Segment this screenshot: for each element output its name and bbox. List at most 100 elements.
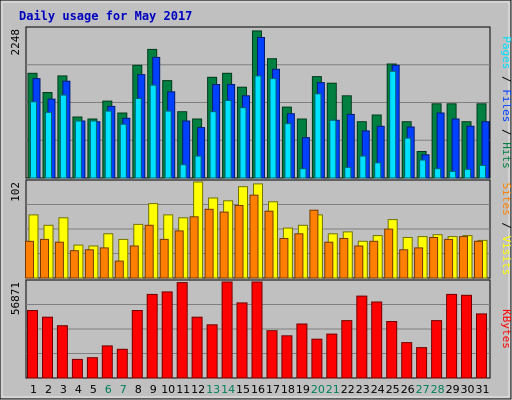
x-tick-label-day-30: 30 (461, 383, 475, 396)
x-tick-label-day-28: 28 (431, 383, 445, 396)
bar-pages-day-4 (74, 120, 82, 179)
bar-kbytes-day-9 (146, 293, 158, 379)
x-tick-label-day-27: 27 (416, 383, 430, 396)
bar-pages-day-25 (389, 70, 397, 179)
bar-sites-day-8 (129, 245, 139, 279)
panel-traffic: 2248 Pages / Files / Hits (9, 26, 512, 179)
bar-pages-day-17 (269, 78, 277, 179)
bar-sites-day-7 (114, 260, 124, 279)
x-tick-label-day-26: 26 (401, 383, 415, 396)
y-max-label: 56871 (9, 282, 22, 315)
x-tick-label-day-4: 4 (75, 383, 82, 396)
bar-kbytes-day-10 (161, 291, 173, 379)
x-tick-label-day-1: 1 (30, 383, 37, 396)
bar-pages-day-18 (284, 123, 292, 179)
bar-kbytes-day-21 (326, 333, 338, 379)
bar-sites-day-5 (84, 249, 94, 279)
bar-sites-day-28 (429, 237, 439, 279)
x-tick-label-day-17: 17 (266, 383, 280, 396)
bar-sites-day-9 (144, 224, 154, 279)
bar-kbytes-day-26 (401, 342, 413, 379)
bar-kbytes-day-27 (416, 347, 428, 379)
x-tick-label-day-21: 21 (326, 383, 340, 396)
bar-kbytes-day-11 (176, 282, 188, 379)
bar-pages-day-7 (119, 123, 127, 179)
panel-visitors: 102 Sites / Visits (9, 179, 512, 279)
x-tick-label-day-2: 2 (45, 383, 52, 396)
bar-sites-day-14 (219, 211, 229, 279)
bar-pages-day-23 (359, 155, 367, 179)
bar-sites-day-16 (249, 194, 259, 279)
x-tick-label-day-12: 12 (191, 383, 205, 396)
legend-entry: Visits (500, 236, 512, 276)
bar-kbytes-day-1 (27, 310, 38, 379)
bar-pages-day-12 (194, 155, 202, 179)
bar-kbytes-day-23 (356, 295, 368, 379)
bar-sites-day-30 (459, 236, 468, 279)
x-axis-labels: 1 2 3 4 5 6 7 8 9 10 11 12 13 14 15 16 17 18 19 20 21 22 23 24 2… (30, 383, 490, 396)
x-tick-label-day-19: 19 (296, 383, 310, 396)
bar-pages-day-26 (404, 137, 412, 179)
y-max-label: 102 (9, 182, 22, 202)
bar-sites-day-23 (354, 245, 364, 279)
bar-kbytes-day-12 (191, 316, 203, 379)
bar-pages-day-11 (179, 164, 187, 179)
legend-traffic: Pages / Files / Hits (500, 36, 512, 169)
legend-entry: Hits (500, 142, 512, 169)
bar-sites-day-11 (174, 230, 184, 279)
legend-entry: Sites (500, 183, 512, 216)
bar-kbytes-day-22 (341, 320, 353, 379)
bar-kbytes-day-5 (86, 357, 98, 379)
bar-kbytes-day-6 (101, 345, 113, 379)
bar-kbytes-day-24 (371, 301, 383, 379)
bar-pages-day-9 (149, 84, 157, 179)
bar-kbytes-day-14 (221, 281, 233, 379)
bar-kbytes-day-4 (71, 358, 83, 379)
bar-pages-day-19 (299, 168, 307, 179)
bar-pages-day-5 (89, 120, 97, 179)
x-tick-label-day-22: 22 (341, 383, 355, 396)
bar-sites-day-31 (474, 240, 483, 279)
legend-entry: / (500, 69, 512, 89)
bar-pages-day-24 (374, 162, 382, 179)
bar-sites-day-21 (324, 241, 334, 279)
bar-kbytes-day-16 (251, 281, 263, 379)
bar-pages-day-21 (329, 119, 337, 179)
bar-sites-day-20 (309, 209, 319, 279)
bar-sites-day-2 (40, 238, 49, 279)
y-max-label: 2248 (9, 29, 22, 56)
bar-pages-day-13 (209, 111, 217, 179)
x-tick-label-day-20: 20 (311, 383, 325, 396)
bar-sites-day-10 (159, 238, 169, 279)
bar-pages-day-20 (314, 93, 322, 179)
legend-entry: Pages (500, 36, 512, 69)
legend-entry: KBytes (500, 309, 512, 349)
bar-sites-day-26 (399, 249, 409, 279)
x-tick-label-day-15: 15 (236, 383, 250, 396)
x-tick-label-day-23: 23 (356, 383, 370, 396)
x-tick-label-day-6: 6 (105, 383, 112, 396)
bar-sites-day-6 (99, 247, 109, 279)
bar-files-day-29 (451, 118, 460, 179)
x-tick-label-day-13: 13 (206, 383, 220, 396)
bar-pages-day-2 (45, 111, 52, 179)
bar-sites-day-4 (69, 250, 79, 279)
legend-volume: KBytes (500, 309, 512, 349)
bar-kbytes-day-13 (206, 324, 218, 379)
bar-pages-day-29 (449, 170, 457, 179)
bar-kbytes-day-31 (476, 313, 487, 379)
bar-kbytes-day-3 (56, 325, 68, 379)
x-tick-label-day-8: 8 (135, 383, 142, 396)
chart-title: Daily usage for May 2017 (19, 9, 192, 23)
bar-kbytes-day-28 (431, 320, 443, 379)
chart-panels: 2248 Pages / Files / Hits 102 Sites / Visit… (9, 26, 512, 379)
bar-kbytes-day-2 (42, 316, 53, 379)
x-tick-label-day-16: 16 (251, 383, 265, 396)
bar-kbytes-day-15 (236, 302, 248, 379)
x-tick-label-day-3: 3 (60, 383, 67, 396)
bar-kbytes-day-18 (281, 335, 293, 379)
bar-sites-day-3 (54, 241, 64, 279)
bar-pages-day-16 (254, 75, 262, 179)
